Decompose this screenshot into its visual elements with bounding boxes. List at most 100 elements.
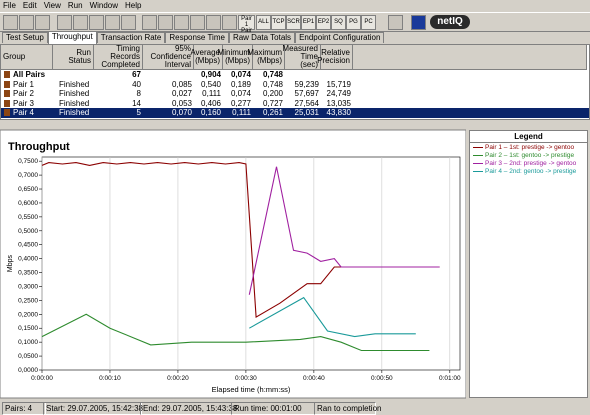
table-row[interactable]: Pair 3 Finished 14 0,053 0,406 0,277 0,727 27,5… <box>1 99 589 109</box>
y-tick-label: 0,4500 <box>18 242 38 249</box>
column-header[interactable]: Average (Mbps) <box>190 45 223 70</box>
legend-entry: Pair 3 – 2nd: prestige -> gentoo <box>470 159 587 167</box>
toolbar-icon[interactable] <box>388 15 403 30</box>
y-tick-label: 0,6000 <box>18 200 38 207</box>
table-cell: 0,189 <box>230 79 251 89</box>
y-tick-label: 0,7500 <box>18 158 38 165</box>
tab[interactable]: Transaction Rate <box>96 32 166 43</box>
toolbar-button[interactable]: EP1 <box>301 15 316 30</box>
column-header[interactable]: Timing Records Completed <box>94 45 143 70</box>
toolbar-icon[interactable] <box>35 15 50 30</box>
table-cell: 0,277 <box>230 98 251 108</box>
results-table: Group Run Status Timing Records Completed 9… <box>0 44 590 120</box>
menu-item[interactable]: File <box>3 1 16 10</box>
x-tick-label: 0:00:20 <box>167 375 189 382</box>
table-cell: 0,074 <box>230 89 251 98</box>
toolbar-button[interactable]: PG <box>346 15 361 30</box>
legend-label: Pair 1 – 1st: prestige -> gentoo <box>485 143 575 151</box>
x-tick-label: 0:00:40 <box>303 375 325 382</box>
menu-item[interactable]: View <box>43 1 61 10</box>
tab-strip: Test Setup Throughput Transaction Rate Resp… <box>2 31 385 44</box>
table-cell: 57,697 <box>294 89 319 98</box>
table-cell: 27,564 <box>294 98 319 108</box>
logo: netIQ <box>430 15 470 29</box>
tab[interactable]: Response Time <box>165 32 229 43</box>
x-tick-label: 0:01:00 <box>439 375 461 382</box>
table-row[interactable]: All Pairs 67 0,904 0,074 0,748 <box>1 70 589 80</box>
toolbar-icon[interactable] <box>142 15 157 30</box>
menu-item[interactable]: Window <box>89 1 119 10</box>
menu-item[interactable]: Edit <box>22 1 37 10</box>
plot-area <box>41 156 461 371</box>
toolbar-icon[interactable] <box>73 15 88 30</box>
column-header[interactable]: 95% Confidence Interval <box>143 45 194 70</box>
legend-entry: Pair 2 – 1st: gentoo -> prestige <box>470 151 587 159</box>
legend-entry: Pair 4 – 2nd: gentoo -> prestige <box>470 167 587 175</box>
column-header[interactable]: Measured Time (sec) <box>282 45 321 70</box>
column-header[interactable]: Relative Precision <box>317 45 353 70</box>
table-cell: Pair 1 <box>1 80 53 90</box>
y-tick-label: 0,7000 <box>18 172 38 179</box>
toolbar-button[interactable]: TCP <box>271 15 286 30</box>
toolbar-icon[interactable] <box>158 15 173 30</box>
toolbar-icon[interactable] <box>121 15 136 30</box>
toolbar-icon[interactable] <box>190 15 205 30</box>
table-cell: 0,111 <box>202 89 221 98</box>
column-header[interactable]: Run Status <box>53 45 94 70</box>
toolbar-icon[interactable] <box>174 15 189 30</box>
tab[interactable]: Test Setup <box>2 32 48 43</box>
status-field: Start: 29.07.2005, 15:42:38 <box>43 402 143 415</box>
table-cell <box>143 70 194 80</box>
table-cell: 0,261 <box>262 108 283 117</box>
status-field: Pairs: 4 <box>2 402 46 415</box>
table-cell: 0,904 <box>200 70 221 79</box>
row-icon <box>4 99 10 107</box>
legend-swatch <box>473 146 483 148</box>
table-cell: Finished <box>59 98 90 108</box>
toolbar-icon[interactable] <box>222 15 237 30</box>
y-tick-label: 0,3500 <box>18 270 38 277</box>
legend-swatch <box>473 162 483 164</box>
table-cell: 0,111 <box>232 108 251 117</box>
toolbar-button[interactable]: EP2 <box>316 15 331 30</box>
tab[interactable]: Endpoint Configuration <box>295 32 385 43</box>
table-row[interactable]: Pair 4 Finished 5 0,070 0,160 0,111 0,261 25,03… <box>1 108 589 118</box>
toolbar-icon[interactable] <box>206 15 221 30</box>
tab[interactable]: Throughput <box>47 31 97 44</box>
menu-item[interactable]: Run <box>67 1 83 10</box>
table-cell <box>285 70 321 80</box>
column-header[interactable]: Maximum (Mbps) <box>247 45 285 70</box>
table-cell: 24,749 <box>326 89 351 98</box>
column-header[interactable]: Minimum (Mbps) <box>218 45 253 70</box>
status-field: Run time: 00:01:00 <box>231 402 315 415</box>
toolbar-button[interactable]: SQ <box>331 15 346 30</box>
toolbar-icon[interactable] <box>57 15 72 30</box>
table-row[interactable]: Pair 1 Finished 40 0,085 0,540 0,189 0,748 59,2… <box>1 80 589 90</box>
table-cell: 0,160 <box>200 108 221 117</box>
status-field: Ran to completion <box>314 402 381 415</box>
menu-item[interactable]: Help <box>125 1 142 10</box>
y-tick-label: 0,5500 <box>18 214 38 221</box>
toolbar-icon[interactable] <box>89 15 104 30</box>
table-cell: Pair 3 <box>1 99 53 109</box>
toolbar-icon[interactable] <box>105 15 120 30</box>
table-cell: 43,830 <box>326 108 351 117</box>
row-icon <box>4 80 10 88</box>
table-cell: 0,748 <box>262 70 283 79</box>
tab[interactable]: Raw Data Totals <box>228 32 296 43</box>
toolbar-button[interactable]: SCR <box>286 15 301 30</box>
table-row[interactable]: Pair 2 Finished 8 0,027 0,111 0,074 0,200 57,69… <box>1 89 589 99</box>
status-field: End: 29.07.2005, 15:43:38 <box>140 402 237 415</box>
table-cell: Finished <box>59 89 90 98</box>
table-cell: Finished <box>59 79 90 89</box>
table-cell: 0,074 <box>230 70 251 79</box>
info-icon[interactable] <box>411 15 426 30</box>
toolbar-icon[interactable] <box>19 15 34 30</box>
toolbar-button[interactable]: PC <box>361 15 376 30</box>
table-cell: 0,200 <box>262 89 283 98</box>
toolbar-button[interactable]: ALL <box>256 15 271 30</box>
column-header[interactable]: Group <box>1 45 53 70</box>
toolbar-icon[interactable] <box>3 15 18 30</box>
table-cell: 13,035 <box>326 98 351 108</box>
